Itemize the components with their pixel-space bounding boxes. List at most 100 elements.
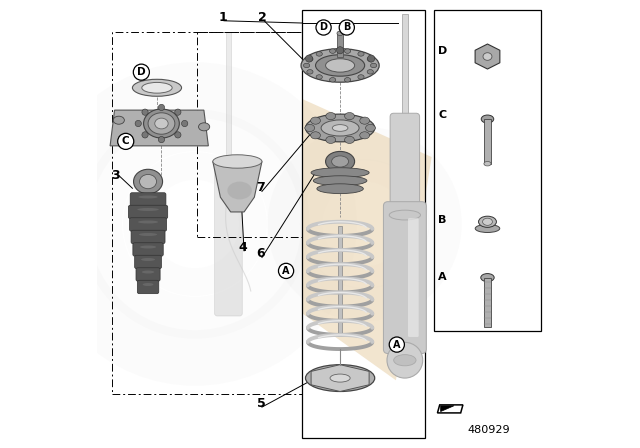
- Ellipse shape: [360, 117, 369, 124]
- Ellipse shape: [371, 63, 377, 68]
- Ellipse shape: [316, 75, 323, 79]
- Circle shape: [339, 20, 355, 35]
- Ellipse shape: [483, 218, 492, 225]
- Ellipse shape: [143, 109, 179, 138]
- Text: C: C: [122, 136, 129, 146]
- FancyBboxPatch shape: [133, 243, 163, 256]
- Bar: [402, 14, 408, 121]
- Bar: [302, 9, 425, 439]
- Ellipse shape: [326, 59, 355, 72]
- Ellipse shape: [305, 114, 374, 142]
- Circle shape: [158, 137, 164, 143]
- Circle shape: [182, 121, 188, 127]
- Ellipse shape: [142, 271, 154, 273]
- Circle shape: [389, 337, 404, 352]
- Ellipse shape: [358, 75, 364, 79]
- FancyBboxPatch shape: [131, 230, 165, 244]
- Text: D: D: [319, 22, 328, 33]
- Ellipse shape: [139, 233, 157, 236]
- Ellipse shape: [305, 125, 315, 132]
- Text: 1: 1: [218, 11, 227, 24]
- Ellipse shape: [143, 283, 154, 286]
- Ellipse shape: [389, 210, 420, 220]
- Ellipse shape: [138, 195, 157, 198]
- FancyBboxPatch shape: [136, 268, 160, 281]
- Bar: [337, 33, 343, 57]
- Circle shape: [337, 47, 344, 54]
- Ellipse shape: [358, 52, 364, 56]
- Text: 3: 3: [111, 169, 120, 182]
- Bar: [226, 32, 230, 179]
- Ellipse shape: [326, 112, 335, 120]
- Polygon shape: [311, 365, 369, 392]
- Text: 5: 5: [257, 397, 266, 410]
- Ellipse shape: [483, 53, 492, 60]
- Ellipse shape: [113, 116, 124, 124]
- Ellipse shape: [337, 31, 343, 35]
- Circle shape: [278, 263, 294, 279]
- Text: 2: 2: [259, 11, 267, 24]
- Ellipse shape: [321, 120, 359, 136]
- Ellipse shape: [481, 274, 494, 282]
- Ellipse shape: [344, 112, 355, 120]
- Ellipse shape: [310, 117, 321, 124]
- Ellipse shape: [367, 57, 373, 61]
- Ellipse shape: [314, 176, 367, 185]
- Bar: [113, 32, 302, 394]
- Ellipse shape: [138, 220, 158, 224]
- Circle shape: [118, 134, 134, 150]
- FancyBboxPatch shape: [129, 205, 168, 219]
- Ellipse shape: [134, 169, 163, 194]
- Bar: [197, 32, 302, 237]
- Ellipse shape: [344, 78, 351, 82]
- Ellipse shape: [310, 132, 321, 139]
- Ellipse shape: [326, 151, 355, 172]
- Ellipse shape: [148, 113, 175, 134]
- Ellipse shape: [332, 156, 349, 167]
- FancyBboxPatch shape: [129, 218, 166, 231]
- Ellipse shape: [138, 208, 159, 211]
- Ellipse shape: [307, 69, 313, 74]
- Polygon shape: [213, 161, 262, 212]
- Circle shape: [135, 121, 141, 127]
- FancyBboxPatch shape: [134, 255, 161, 269]
- Ellipse shape: [367, 69, 373, 74]
- Circle shape: [175, 132, 181, 138]
- Text: A: A: [282, 266, 290, 276]
- Ellipse shape: [330, 49, 336, 53]
- Ellipse shape: [213, 155, 262, 168]
- Ellipse shape: [140, 246, 156, 249]
- Ellipse shape: [484, 161, 491, 166]
- Ellipse shape: [394, 355, 416, 366]
- Text: B: B: [438, 215, 447, 225]
- Circle shape: [316, 20, 331, 35]
- Polygon shape: [110, 110, 209, 146]
- FancyBboxPatch shape: [408, 218, 419, 337]
- Text: A: A: [393, 340, 401, 349]
- Ellipse shape: [344, 49, 351, 53]
- Ellipse shape: [303, 63, 310, 68]
- Ellipse shape: [227, 181, 252, 199]
- Ellipse shape: [141, 258, 155, 261]
- Circle shape: [305, 55, 312, 62]
- Ellipse shape: [142, 82, 172, 93]
- Text: D: D: [137, 67, 146, 77]
- Text: 480929: 480929: [467, 425, 509, 435]
- Ellipse shape: [132, 79, 182, 96]
- Ellipse shape: [307, 57, 313, 61]
- Ellipse shape: [198, 123, 210, 131]
- Ellipse shape: [155, 118, 168, 129]
- FancyBboxPatch shape: [138, 280, 159, 294]
- Circle shape: [367, 55, 374, 62]
- Bar: [484, 119, 491, 164]
- Circle shape: [387, 342, 423, 378]
- Circle shape: [133, 64, 149, 80]
- Bar: [434, 9, 541, 331]
- FancyBboxPatch shape: [390, 113, 420, 219]
- Text: C: C: [438, 110, 447, 120]
- Text: B: B: [343, 22, 351, 33]
- Text: 7: 7: [257, 181, 266, 194]
- Bar: [484, 278, 491, 327]
- Bar: [338, 226, 342, 336]
- Ellipse shape: [365, 125, 376, 132]
